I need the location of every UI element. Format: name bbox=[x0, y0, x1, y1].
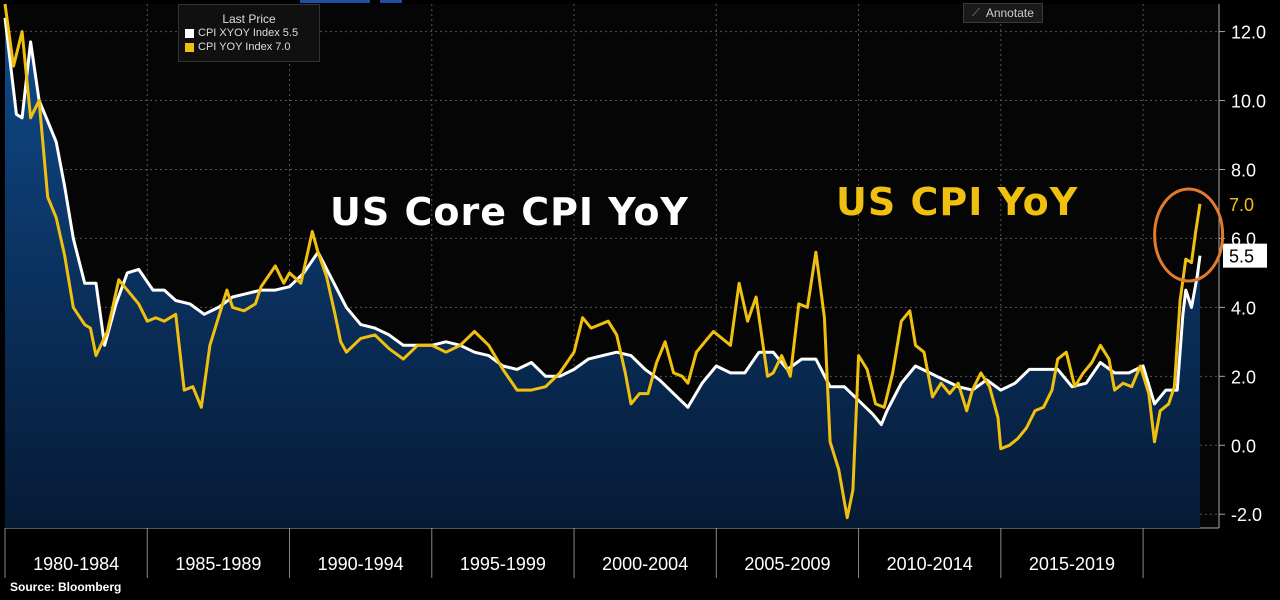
legend-item-headline: CPI YOY Index 7.0 bbox=[185, 40, 319, 54]
y-tick-label: 8.0 bbox=[1231, 160, 1256, 180]
legend-label-core: CPI XYOY Index 5.5 bbox=[198, 27, 299, 39]
core-last-value-box bbox=[1223, 243, 1267, 268]
core-cpi-label: US Core CPI YoY bbox=[330, 190, 689, 234]
y-tick-label: 4.0 bbox=[1231, 298, 1256, 318]
x-period-label: 1985-1989 bbox=[175, 554, 261, 574]
core-cpi-area bbox=[5, 17, 1200, 529]
annotate-label: Annotate bbox=[985, 6, 1034, 20]
core-cpi-line bbox=[3, 17, 1202, 427]
source-note: Source: Bloomberg bbox=[10, 580, 122, 594]
y-tick-label: -2.0 bbox=[1231, 505, 1262, 525]
legend-title: Last Price bbox=[222, 12, 276, 26]
top-tab-strip-small bbox=[380, 0, 402, 3]
legend: Last Price CPI XYOY Index 5.5 CPI YOY In… bbox=[178, 4, 320, 62]
headline-last-value: 7.0 bbox=[1229, 195, 1254, 215]
core-last-value: 5.5 bbox=[1229, 247, 1254, 267]
pencil-icon: ⟋ bbox=[972, 6, 980, 19]
headline-cpi-label: US CPI YoY bbox=[836, 180, 1079, 224]
y-tick-label: 2.0 bbox=[1231, 367, 1256, 387]
top-tab-strip bbox=[300, 0, 370, 3]
x-period-label: 2000-2004 bbox=[602, 554, 688, 574]
x-period-label: 1990-1994 bbox=[318, 554, 404, 574]
recent-spike-highlight bbox=[1153, 187, 1225, 283]
headline-cpi-line bbox=[3, 3, 1202, 520]
annotate-button[interactable]: ⟋ Annotate bbox=[963, 3, 1043, 23]
x-period-label: 2005-2009 bbox=[744, 554, 830, 574]
legend-label-headline: CPI YOY Index 7.0 bbox=[198, 41, 291, 53]
legend-swatch-core bbox=[185, 28, 194, 38]
legend-swatch-headline bbox=[185, 42, 194, 52]
y-tick-label: 12.0 bbox=[1231, 23, 1266, 43]
legend-item-core: CPI XYOY Index 5.5 bbox=[185, 26, 319, 40]
y-tick-label: 0.0 bbox=[1231, 436, 1256, 456]
x-period-label: 1995-1999 bbox=[460, 554, 546, 574]
x-period-label: 1980-1984 bbox=[33, 554, 119, 574]
y-tick-label: 10.0 bbox=[1231, 92, 1266, 112]
x-period-label: 2010-2014 bbox=[887, 554, 973, 574]
headline-last-value-box bbox=[1223, 191, 1267, 216]
x-period-label: 2015-2019 bbox=[1029, 554, 1115, 574]
